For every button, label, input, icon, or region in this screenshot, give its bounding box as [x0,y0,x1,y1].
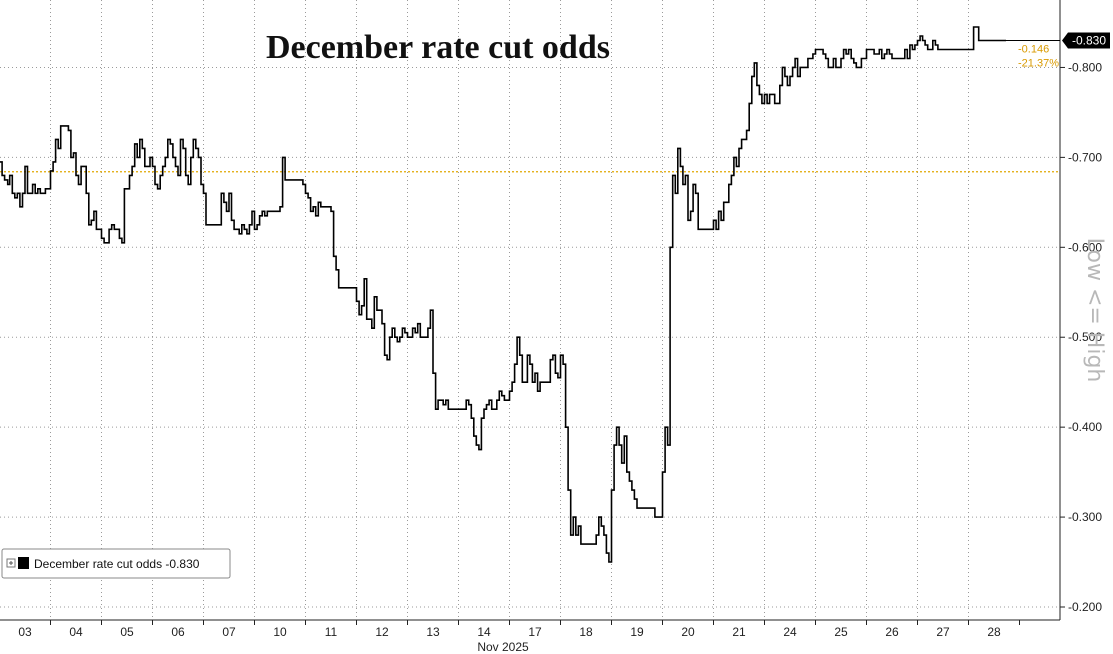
x-tick-label: 24 [783,625,797,639]
x-tick-label: 06 [171,625,185,639]
y-tick-label: -0.700 [1068,150,1102,164]
x-tick-label: 17 [528,625,542,639]
annotations: -0.146 -21.37% [1018,43,1059,69]
x-tick-label: 28 [987,625,1001,639]
annotation-change: -0.146 [1018,43,1049,55]
series-line-december-rate-cut-odds [0,26,1006,563]
y-tick-label: -0.600 [1068,240,1102,254]
legend-label: December rate cut odds -0.830 [34,557,200,571]
chart-title: December rate cut odds [266,29,610,66]
x-tick-label: 18 [579,625,593,639]
y-tick-label: -0.500 [1068,330,1102,344]
last-value-badge: -0.830 [1062,32,1110,49]
x-tick-label: 10 [273,625,287,639]
y-tick-label: -0.200 [1068,600,1102,614]
x-tick-label: 25 [834,625,848,639]
legend-box [1,548,231,579]
y-tick-label: -0.800 [1068,60,1102,74]
x-tick-label: 14 [477,625,491,639]
legend[interactable]: December rate cut odds -0.830 [1,548,231,579]
x-tick-label: 05 [120,625,134,639]
annotation-percent-change: -21.37% [1018,57,1059,69]
x-tick-label: 21 [732,625,746,639]
x-tick-label: 07 [222,625,236,639]
x-tick-label: 27 [936,625,950,639]
gridlines [0,0,1060,620]
legend-swatch [18,557,29,569]
x-tick-label: 04 [69,625,83,639]
y-axis-ticks: -0.200 -0.300 -0.400 -0.500 -0.600 -0.700 -0.8… [1060,60,1102,614]
x-tick-label: 11 [325,625,338,639]
x-tick-label: 13 [426,625,440,639]
x-tick-label: 26 [885,625,899,639]
y-tick-label: -0.400 [1068,420,1102,434]
x-tick-label: 12 [375,625,389,639]
x-tick-label: 03 [18,625,32,639]
x-axis-month-label: Nov 2025 [477,640,529,654]
last-value-label: -0.830 [1072,33,1106,47]
x-tick-label: 20 [681,625,695,639]
x-axis-ticks: 03 04 05 06 07 10 11 12 13 14 17 18 19 20 21 24 25 26 27 28 [18,620,1020,639]
y-tick-label: -0.300 [1068,510,1102,524]
y-side-label: Low <= High [1082,238,1107,383]
x-tick-label: 19 [630,625,644,639]
